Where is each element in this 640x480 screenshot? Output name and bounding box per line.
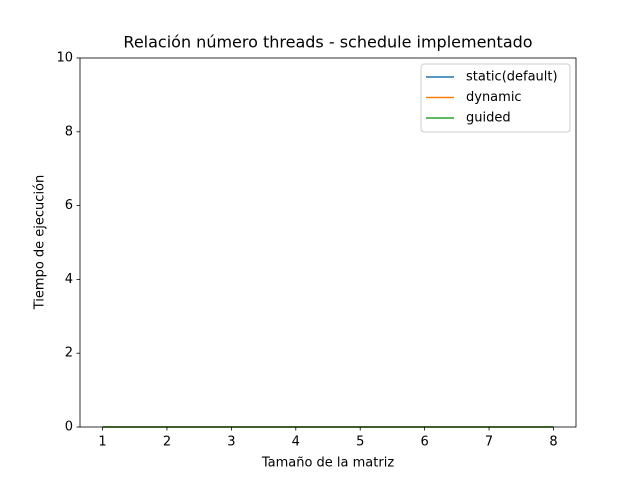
legend-box	[420, 63, 571, 133]
y-tick-label: 4	[65, 272, 73, 287]
y-tick-label: 0	[65, 420, 73, 435]
y-axis-label: Tiempo de ejecución	[33, 175, 48, 310]
x-tick-label: 4	[292, 435, 300, 450]
x-tick-label: 1	[98, 435, 106, 450]
x-tick-label: 6	[420, 435, 428, 450]
y-tick-label: 10	[56, 51, 73, 66]
x-tick-label: 8	[549, 435, 557, 450]
x-axis-label: Tamaño de la matriz	[261, 456, 394, 471]
legend-label: dynamic	[466, 90, 522, 105]
y-tick-label: 2	[65, 346, 73, 361]
legend-label: guided	[466, 111, 511, 126]
chart-title: Relación número threads - schedule imple…	[123, 33, 532, 52]
x-tick-label: 3	[227, 435, 235, 450]
y-tick-label: 6	[65, 198, 73, 213]
y-tick-label: 8	[65, 124, 73, 139]
x-tick-label: 7	[485, 435, 493, 450]
x-tick-label: 2	[163, 435, 171, 450]
legend-label: static(default)	[466, 70, 558, 85]
x-tick-label: 5	[356, 435, 364, 450]
axes-frame	[79, 57, 577, 428]
